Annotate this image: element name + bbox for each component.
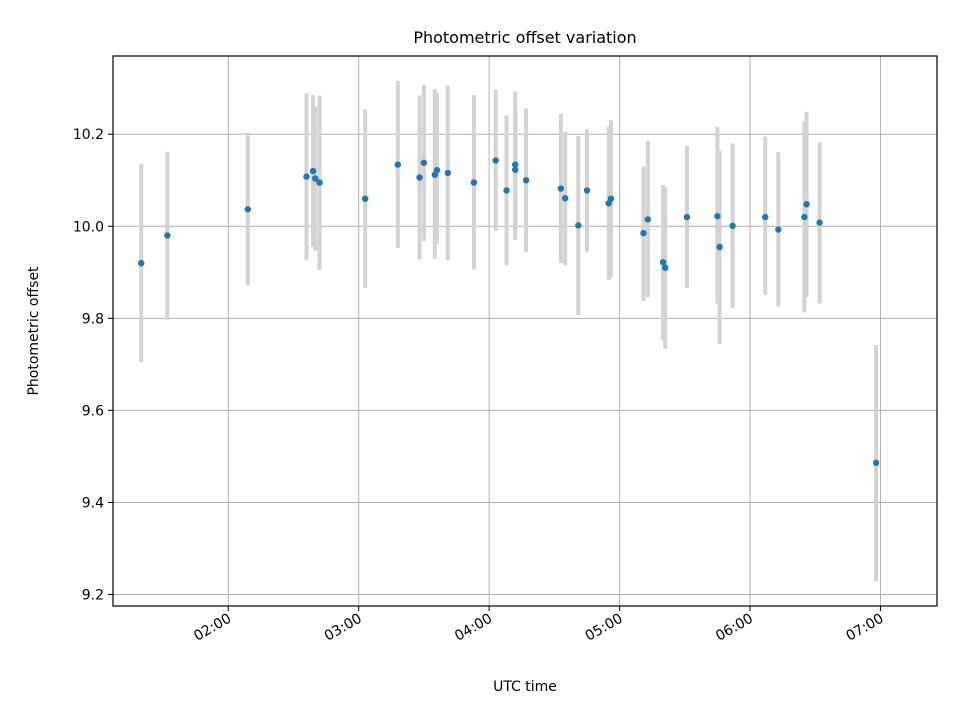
data-point xyxy=(575,222,582,229)
data-point xyxy=(683,213,691,221)
data-point xyxy=(362,195,369,202)
y-tick-label: 10.2 xyxy=(73,127,104,143)
data-point xyxy=(311,175,319,182)
chart-title: Photometric offset variation xyxy=(413,28,636,47)
data-point xyxy=(803,201,810,208)
data-point xyxy=(775,226,782,233)
data-point xyxy=(492,157,499,164)
data-point xyxy=(729,222,736,230)
y-tick-label: 10.0 xyxy=(73,219,104,235)
data-point xyxy=(557,185,565,192)
data-point xyxy=(416,174,423,181)
data-point xyxy=(762,213,769,221)
data-point xyxy=(562,195,569,202)
plot-frame xyxy=(112,55,938,607)
data-point xyxy=(801,213,808,221)
data-point xyxy=(470,179,478,186)
data-point xyxy=(583,187,591,194)
data-point xyxy=(640,229,647,237)
error-bars xyxy=(139,80,879,582)
data-point xyxy=(512,166,519,173)
data-point xyxy=(138,259,145,267)
y-tick-label: 9.6 xyxy=(82,403,104,419)
x-tick-label: 07:00 xyxy=(844,611,887,645)
x-axis-label: UTC time xyxy=(493,679,557,695)
x-tick-label: 04:00 xyxy=(452,611,495,645)
x-tick-label: 05:00 xyxy=(583,611,626,645)
data-point xyxy=(714,212,721,220)
data-point xyxy=(303,173,310,180)
x-tick-label: 06:00 xyxy=(713,611,756,645)
data-point xyxy=(503,187,510,194)
x-tick-label: 02:00 xyxy=(191,611,234,645)
data-point xyxy=(444,169,452,177)
data-point xyxy=(662,264,669,271)
data-point xyxy=(244,206,251,213)
data-point xyxy=(309,167,317,175)
data-point xyxy=(607,195,615,202)
data-points xyxy=(138,157,880,467)
y-tick-label: 9.8 xyxy=(82,311,104,327)
data-point xyxy=(716,243,723,251)
data-point xyxy=(872,459,880,467)
data-point xyxy=(420,159,428,166)
data-point xyxy=(433,166,441,174)
data-point xyxy=(512,161,519,168)
data-point xyxy=(164,232,171,239)
data-point xyxy=(522,177,530,184)
data-point xyxy=(816,219,823,226)
y-axis-label: Photometric offset xyxy=(26,266,42,396)
data-point xyxy=(316,179,323,186)
y-tick-label: 9.4 xyxy=(82,495,104,511)
y-tick-label: 9.2 xyxy=(82,587,104,603)
data-point xyxy=(394,161,402,168)
data-point xyxy=(659,258,667,266)
x-tick-label: 03:00 xyxy=(322,611,365,645)
data-point xyxy=(644,216,652,223)
